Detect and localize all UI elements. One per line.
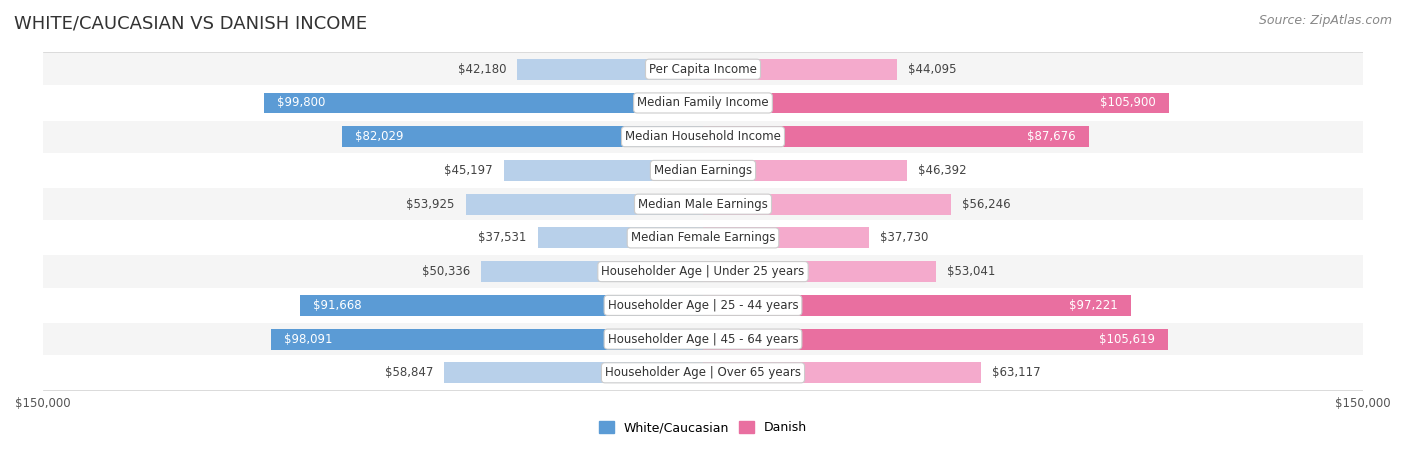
Text: $87,676: $87,676	[1026, 130, 1076, 143]
Bar	[42, 154, 1364, 187]
Text: $56,246: $56,246	[962, 198, 1010, 211]
Text: Median Earnings: Median Earnings	[654, 164, 752, 177]
Text: $50,336: $50,336	[422, 265, 471, 278]
Text: $91,668: $91,668	[312, 299, 361, 312]
Text: $53,925: $53,925	[406, 198, 454, 211]
Bar	[703, 227, 869, 248]
Bar	[703, 329, 1168, 349]
Text: $42,180: $42,180	[458, 63, 506, 76]
Text: Householder Age | Over 65 years: Householder Age | Over 65 years	[605, 366, 801, 379]
Bar	[264, 92, 703, 113]
Text: Median Female Earnings: Median Female Earnings	[631, 231, 775, 244]
Text: $97,221: $97,221	[1069, 299, 1118, 312]
Bar	[481, 261, 703, 282]
Text: Householder Age | Under 25 years: Householder Age | Under 25 years	[602, 265, 804, 278]
Text: Median Household Income: Median Household Income	[626, 130, 780, 143]
Text: $45,197: $45,197	[444, 164, 494, 177]
Text: $99,800: $99,800	[277, 97, 325, 109]
Bar	[42, 357, 1364, 389]
Text: Householder Age | 45 - 64 years: Householder Age | 45 - 64 years	[607, 333, 799, 346]
Bar	[505, 160, 703, 181]
Text: $58,847: $58,847	[385, 366, 433, 379]
Text: WHITE/CAUCASIAN VS DANISH INCOME: WHITE/CAUCASIAN VS DANISH INCOME	[14, 14, 367, 32]
Bar	[342, 126, 703, 147]
Text: $82,029: $82,029	[356, 130, 404, 143]
Text: Median Male Earnings: Median Male Earnings	[638, 198, 768, 211]
Text: $37,730: $37,730	[880, 231, 928, 244]
Bar	[444, 362, 703, 383]
Bar	[703, 59, 897, 80]
Text: Median Family Income: Median Family Income	[637, 97, 769, 109]
Bar	[703, 362, 981, 383]
Text: $63,117: $63,117	[991, 366, 1040, 379]
Bar	[703, 261, 936, 282]
Bar	[299, 295, 703, 316]
Bar	[42, 188, 1364, 220]
Bar	[703, 92, 1170, 113]
Bar	[703, 126, 1088, 147]
Bar	[703, 295, 1130, 316]
Text: $98,091: $98,091	[284, 333, 333, 346]
Bar	[517, 59, 703, 80]
Text: $105,900: $105,900	[1099, 97, 1156, 109]
Text: $46,392: $46,392	[918, 164, 967, 177]
Bar	[465, 194, 703, 215]
Bar	[42, 87, 1364, 119]
Bar	[42, 222, 1364, 254]
Bar	[42, 289, 1364, 322]
Text: Per Capita Income: Per Capita Income	[650, 63, 756, 76]
Text: $37,531: $37,531	[478, 231, 527, 244]
Text: Householder Age | 25 - 44 years: Householder Age | 25 - 44 years	[607, 299, 799, 312]
Bar	[42, 120, 1364, 153]
Bar	[538, 227, 703, 248]
Bar	[42, 323, 1364, 355]
Text: $53,041: $53,041	[948, 265, 995, 278]
Bar	[703, 194, 950, 215]
Bar	[42, 53, 1364, 85]
Text: $105,619: $105,619	[1098, 333, 1154, 346]
Bar	[271, 329, 703, 349]
Text: Source: ZipAtlas.com: Source: ZipAtlas.com	[1258, 14, 1392, 27]
Text: $44,095: $44,095	[908, 63, 956, 76]
Legend: White/Caucasian, Danish: White/Caucasian, Danish	[593, 417, 813, 439]
Bar	[42, 255, 1364, 288]
Bar	[703, 160, 907, 181]
